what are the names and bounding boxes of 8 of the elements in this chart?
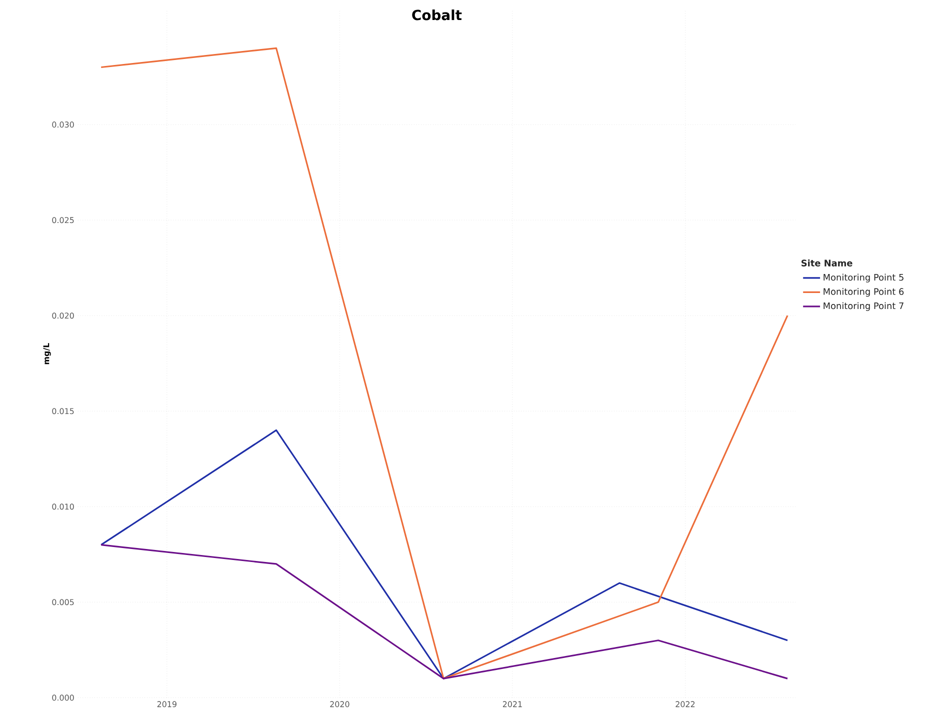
legend-label: Monitoring Point 7 <box>824 302 904 312</box>
line-series <box>100 544 788 680</box>
chart-title: Cobalt <box>412 10 462 20</box>
legend-label: Monitoring Point 5 <box>824 274 904 283</box>
line-series <box>100 430 788 680</box>
legend-title: Site Name <box>802 260 852 267</box>
line-series <box>100 48 788 680</box>
legend-label: Monitoring Point 6 <box>824 288 904 297</box>
